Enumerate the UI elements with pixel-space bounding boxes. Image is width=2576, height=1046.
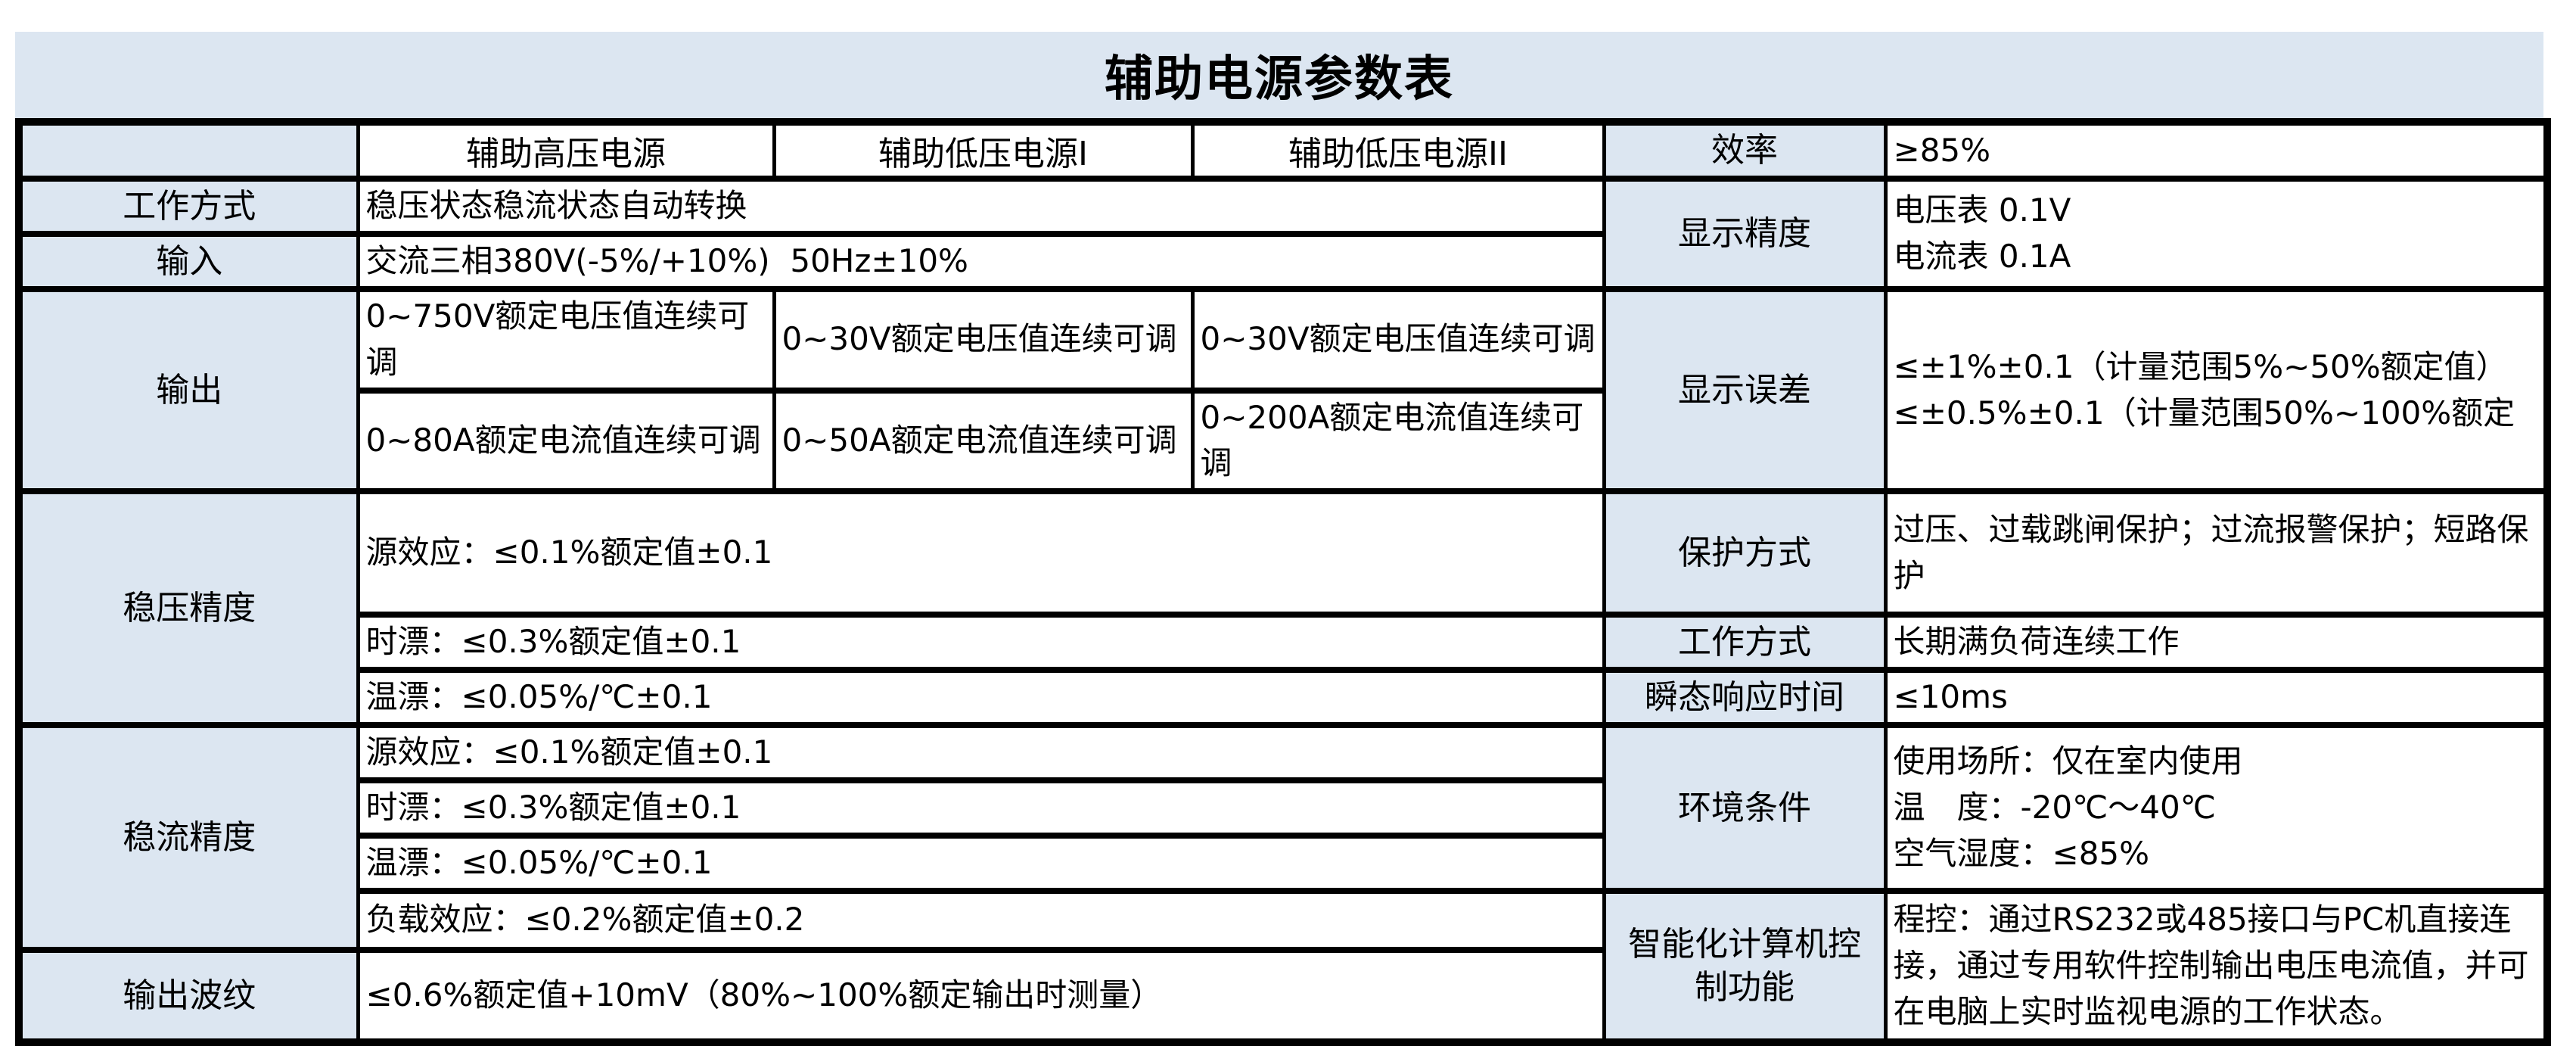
row-label-transient-response: 瞬态响应时间 <box>1602 667 1888 729</box>
row-label-work-mode-right: 工作方式 <box>1602 612 1888 674</box>
cell-display-precision-value: 电压表 0.1V 电流表 0.1A <box>1883 176 2550 292</box>
cell-output-voltage-lv2: 0~30V额定电压值连续可调 <box>1190 285 1606 394</box>
cell-protection-value: 过压、过载跳闸保护；过流报警保护；短路保护 <box>1883 488 2550 618</box>
cell-environment-value: 使用场所：仅在室内使用 温 度：-20℃～40℃ 空气湿度：≤85% <box>1883 722 2550 894</box>
row-label-work-mode-left: 工作方式 <box>17 176 360 237</box>
cell-cc-load-effect: 负载效应：≤0.2%额定值±0.2 <box>356 887 1606 953</box>
cell-output-voltage-hv: 0~750V额定电压值连续可调 <box>356 285 776 394</box>
row-label-display-error: 显示误差 <box>1602 285 1888 495</box>
header-col-lv1: 辅助低压电源I <box>772 119 1195 182</box>
cell-output-current-lv1: 0~50A额定电流值连续可调 <box>772 387 1195 495</box>
header-col-hv: 辅助高压电源 <box>356 119 776 182</box>
row-label-input: 输入 <box>17 230 360 292</box>
cell-cc-temp-drift: 温漂：≤0.05%/℃±0.1 <box>356 832 1606 894</box>
cell-display-error-value: ≤±1%±0.1（计量范围5%~50%额定值） ≤±0.5%±0.1（计量范围5… <box>1883 285 2550 495</box>
row-label-output: 输出 <box>17 285 360 495</box>
cell-transient-response-value: ≤10ms <box>1883 667 2550 729</box>
cell-output-voltage-lv1: 0~30V额定电压值连续可调 <box>772 285 1195 394</box>
cell-output-current-lv2: 0~200A额定电流值连续可调 <box>1190 387 1606 495</box>
cell-work-mode-value: 稳压状态稳流状态自动转换 <box>356 176 1606 237</box>
header-col-lv2: 辅助低压电源II <box>1190 119 1606 182</box>
cell-output-ripple-value: ≤0.6%额定值+10mV（80%~100%额定输出时测量） <box>356 946 1606 1045</box>
cell-cc-source-effect: 源效应：≤0.1%额定值±0.1 <box>356 722 1606 784</box>
cell-cv-time-drift: 时漂：≤0.3%额定值±0.1 <box>356 612 1606 674</box>
table-title: 辅助电源参数表 <box>1105 51 1454 107</box>
table-title-band: 辅助电源参数表 <box>15 32 2543 118</box>
row-label-output-ripple: 输出波纹 <box>17 946 360 1045</box>
header-corner-cell <box>17 119 360 182</box>
cell-computer-control-value: 程控：通过RS232或485接口与PC机直接连接，通过专用软件控制输出电压电流值… <box>1883 887 2550 1045</box>
cell-input-value: 交流三相380V(-5%/+10%) 50Hz±10% <box>356 230 1606 292</box>
cell-efficiency-value: ≥85% <box>1883 119 2550 182</box>
row-label-display-precision: 显示精度 <box>1602 176 1888 292</box>
row-label-protection: 保护方式 <box>1602 488 1888 618</box>
row-label-environment: 环境条件 <box>1602 722 1888 894</box>
row-label-cv-precision: 稳压精度 <box>17 488 360 729</box>
cell-cv-source-effect: 源效应：≤0.1%额定值±0.1 <box>356 488 1606 618</box>
row-label-computer-control: 智能化计算机控制功能 <box>1602 887 1888 1045</box>
params-table: 辅助高压电源 辅助低压电源I 辅助低压电源II 效率 ≥85% 工作方式 稳压状… <box>15 118 2551 1046</box>
row-label-cc-precision: 稳流精度 <box>17 722 360 953</box>
page: 辅助电源参数表 辅助高压电源 辅助低压电源I 辅助低压电源II 效率 ≥85% … <box>15 32 2551 1046</box>
cell-output-current-hv: 0~80A额定电流值连续可调 <box>356 387 776 495</box>
cell-cv-temp-drift: 温漂：≤0.05%/℃±0.1 <box>356 667 1606 729</box>
cell-work-mode-right-value: 长期满负荷连续工作 <box>1883 612 2550 674</box>
row-label-efficiency: 效率 <box>1602 119 1888 182</box>
cell-cc-time-drift: 时漂：≤0.3%额定值±0.1 <box>356 777 1606 839</box>
